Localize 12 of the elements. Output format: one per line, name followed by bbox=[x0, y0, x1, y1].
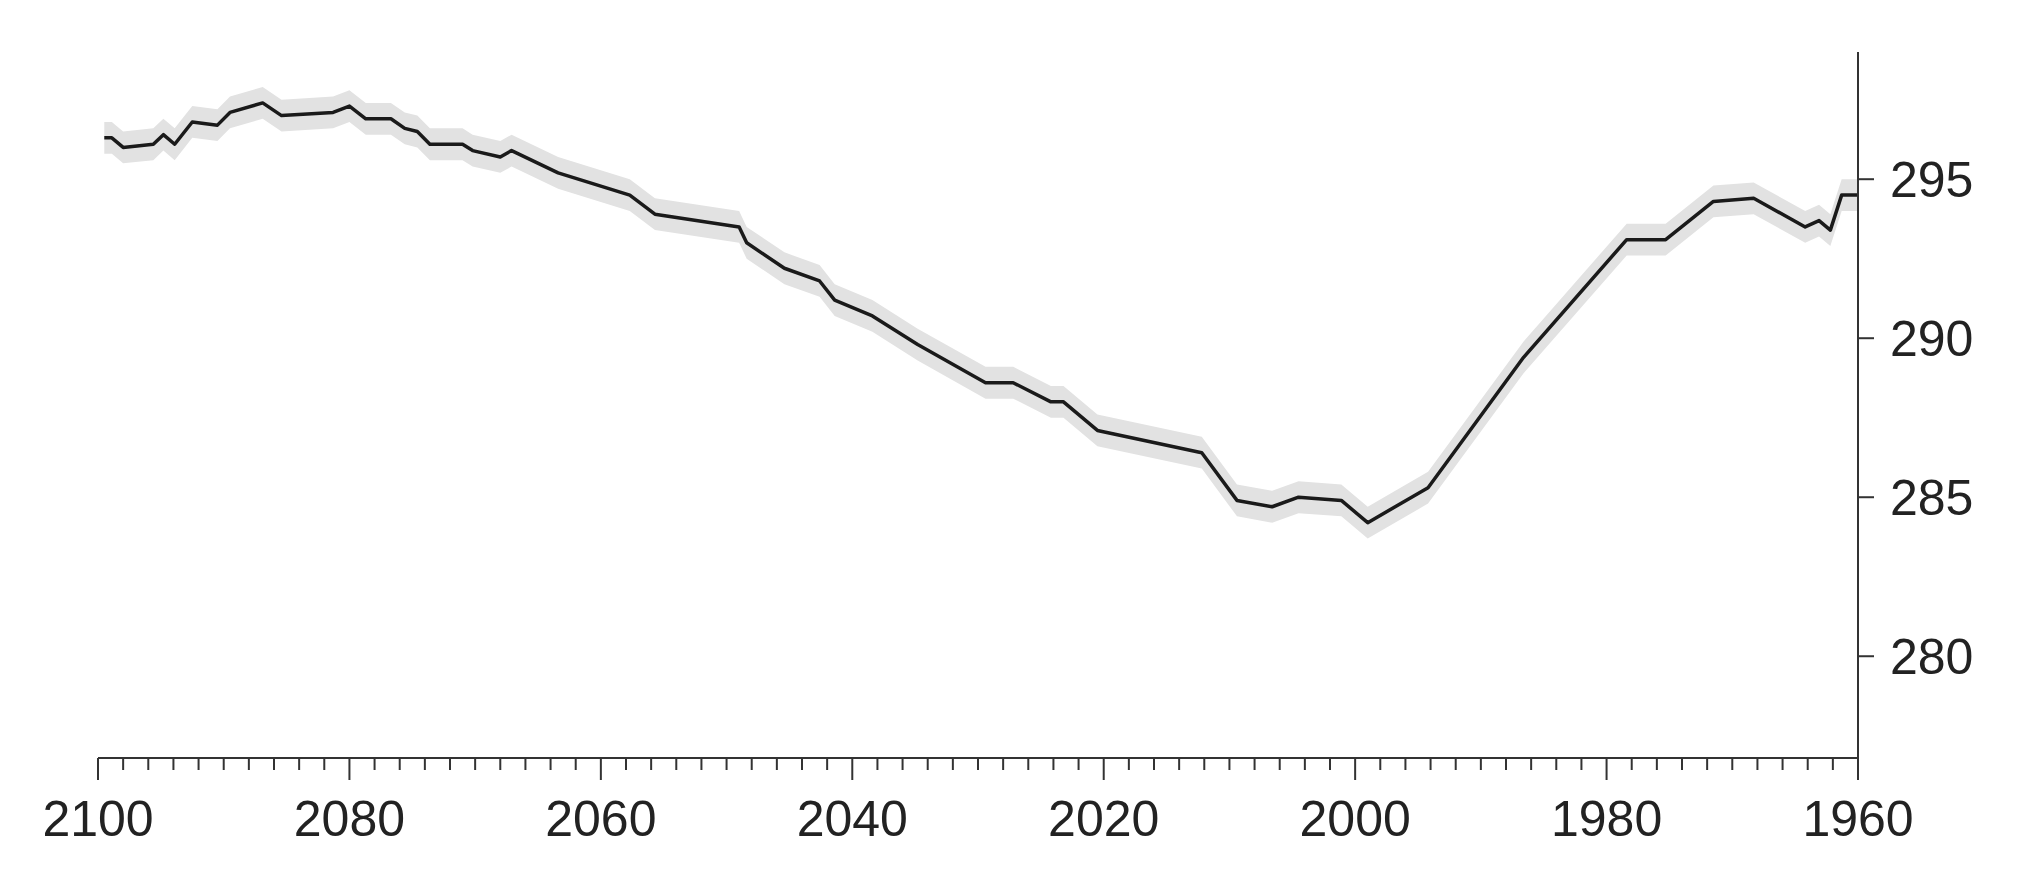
y-tick-label: 290 bbox=[1890, 310, 1974, 367]
y-tick-label: 280 bbox=[1890, 628, 1974, 685]
x-tick-label: 2080 bbox=[293, 791, 406, 847]
x-tick-label: 2040 bbox=[796, 791, 908, 847]
y-tick-label: 285 bbox=[1890, 469, 1974, 526]
x-tick-label: 2000 bbox=[1299, 791, 1411, 847]
x-tick-label: 1960 bbox=[1802, 791, 1914, 847]
x-tick-label: 2100 bbox=[42, 791, 154, 847]
x-tick-label: 1980 bbox=[1550, 791, 1663, 847]
x-tick-label: 2020 bbox=[1048, 791, 1160, 847]
y-tick-label: 295 bbox=[1890, 151, 1974, 208]
x-tick-label: 2060 bbox=[545, 791, 657, 847]
